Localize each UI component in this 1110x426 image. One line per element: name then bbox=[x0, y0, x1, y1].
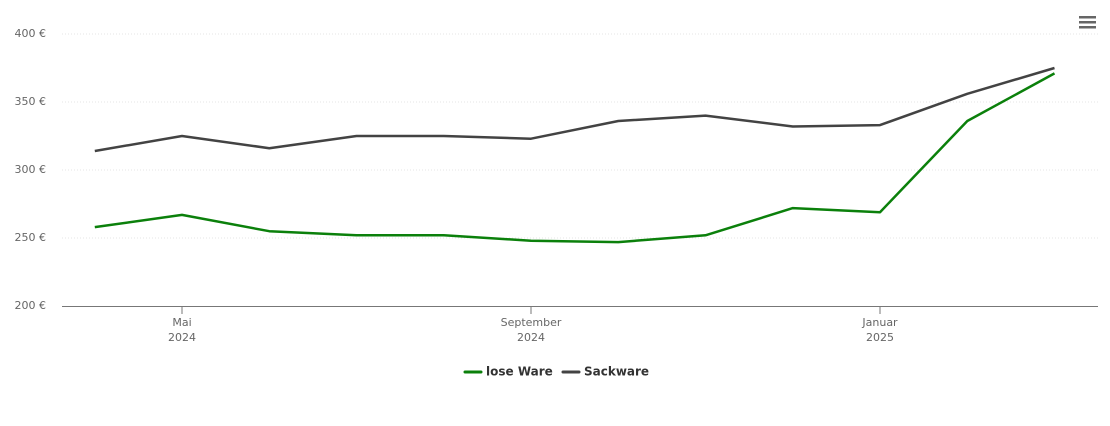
menu-bar[interactable] bbox=[1079, 21, 1096, 24]
series-line bbox=[94, 72, 1056, 244]
y-tick-label: 400 € bbox=[15, 27, 47, 40]
x-tick-year: 2024 bbox=[168, 331, 196, 344]
y-tick-label: 250 € bbox=[15, 231, 47, 244]
legend-label: Sackware bbox=[584, 365, 649, 379]
menu-bar[interactable] bbox=[1079, 16, 1096, 19]
legend-label: lose Ware bbox=[486, 365, 553, 379]
x-tick-label: Januar bbox=[861, 316, 898, 329]
menu-bar[interactable] bbox=[1079, 26, 1096, 29]
legend-item[interactable]: Sackware bbox=[561, 365, 649, 379]
y-tick-label: 300 € bbox=[15, 163, 47, 176]
x-tick-year: 2024 bbox=[517, 331, 545, 344]
legend-item[interactable]: lose Ware bbox=[463, 365, 553, 379]
menu-icon[interactable] bbox=[1079, 16, 1096, 29]
y-tick-label: 350 € bbox=[15, 95, 47, 108]
series-line bbox=[94, 66, 1055, 153]
y-tick-label: 200 € bbox=[15, 299, 47, 312]
x-tick-label: Mai bbox=[172, 316, 191, 329]
x-tick-year: 2025 bbox=[866, 331, 894, 344]
x-tick-label: September bbox=[501, 316, 562, 329]
